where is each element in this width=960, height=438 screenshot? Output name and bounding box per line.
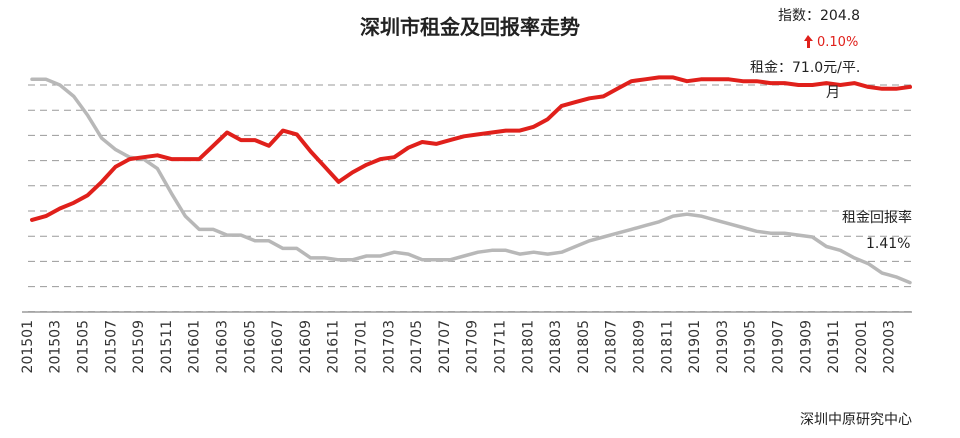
x-tick-label: 201701 [354, 320, 370, 373]
x-tick-label: 201609 [298, 320, 314, 373]
x-tick-label: 201809 [632, 320, 648, 373]
x-tick-label: 201805 [576, 320, 592, 373]
x-tick-label: 201903 [715, 320, 731, 373]
x-tick-label: 201801 [520, 320, 536, 373]
rent-annotation-unit: 月 [826, 85, 840, 101]
yield-value: 1.41% [866, 236, 910, 252]
x-tick-label: 201511 [159, 320, 175, 373]
x-tick-label: 201803 [548, 320, 564, 373]
x-tick-label: 201907 [771, 320, 787, 373]
x-tick-label: 202003 [882, 320, 898, 373]
rent-annotation: 租金：71.0元/平. [750, 60, 860, 76]
x-tick-label: 201505 [76, 320, 92, 373]
x-tick-label: 201509 [131, 320, 147, 373]
x-tick-label: 201607 [270, 320, 286, 373]
gridlines [28, 84, 912, 313]
series-line-rent-index [30, 75, 912, 222]
x-tick-label: 201711 [493, 320, 509, 373]
x-tick-label: 201605 [242, 320, 258, 373]
x-tick-label: 201911 [826, 320, 842, 373]
x-tick-label: 201703 [381, 320, 397, 373]
source-label: 深圳中原研究中心 [800, 412, 912, 428]
series-lines [30, 75, 912, 285]
x-tick-label: 201709 [465, 320, 481, 373]
x-tick-label: 201507 [103, 320, 119, 373]
x-tick-label: 201811 [659, 320, 675, 373]
chart-title: 深圳市租金及回报率走势 [360, 15, 580, 39]
x-tick-label: 201901 [687, 320, 703, 373]
x-tick-labels: 201501 201503 201505 201507 201509 201511 2016… [20, 320, 898, 373]
x-tick-label: 201905 [743, 320, 759, 373]
series-line-rental-yield [30, 77, 912, 285]
index-annotation: 指数：204.8 [778, 8, 860, 24]
change-value: 0.10% [817, 35, 858, 50]
x-tick-label: 201909 [798, 320, 814, 373]
x-tick-label: 201707 [437, 320, 453, 373]
change-annotation: 0.10% [804, 35, 858, 50]
x-tick-label: 201611 [326, 320, 342, 373]
yield-annotation: 租金回报率 [842, 209, 912, 226]
x-tick-label: 201601 [187, 320, 203, 373]
x-tick-label: 201807 [604, 320, 620, 373]
up-arrow-icon [804, 35, 813, 48]
x-tick-label: 201705 [409, 320, 425, 373]
x-tick-label: 201503 [48, 320, 64, 373]
x-tick-label: 201603 [215, 320, 231, 373]
x-tick-label: 202001 [854, 320, 870, 373]
x-tick-label: 201501 [20, 320, 36, 373]
